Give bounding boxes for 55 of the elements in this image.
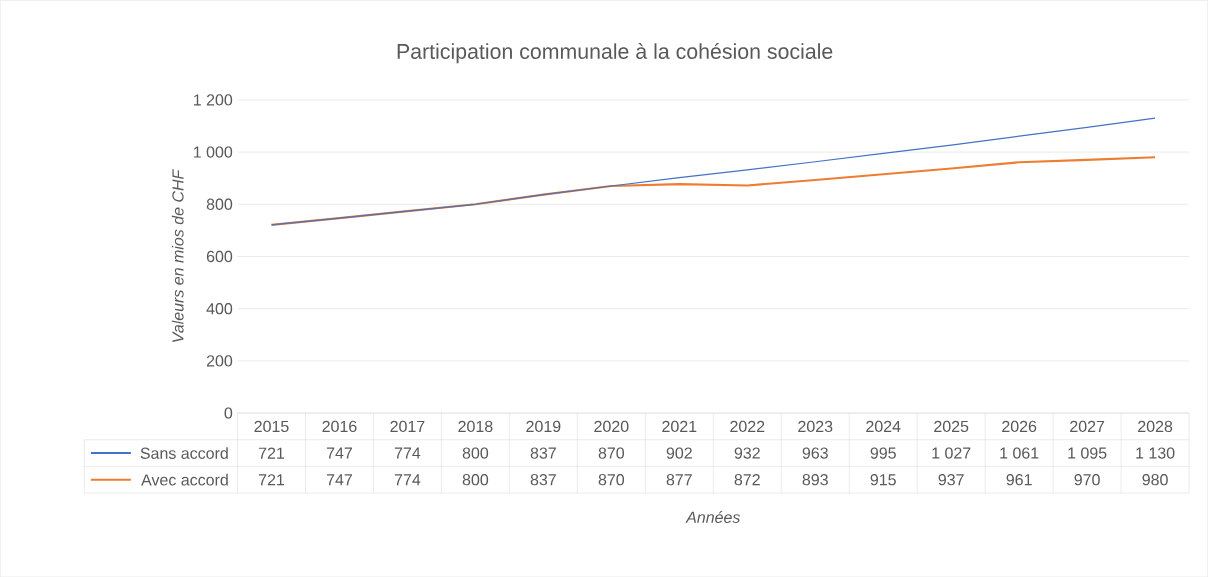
x-tick-label: 2023 bbox=[798, 420, 833, 432]
data-label: 1 095 bbox=[1068, 447, 1107, 459]
x-tick-label: 2016 bbox=[322, 420, 357, 432]
data-label: 902 bbox=[666, 447, 692, 459]
data-label: 721 bbox=[258, 447, 285, 459]
data-label: 970 bbox=[1074, 473, 1100, 486]
data-label: 937 bbox=[938, 473, 964, 486]
data-label: 721 bbox=[258, 474, 285, 486]
data-label: 1 027 bbox=[932, 447, 971, 459]
data-label: 747 bbox=[326, 474, 352, 486]
x-tick-label: 2018 bbox=[458, 420, 493, 432]
y-tick-label: 1 000 bbox=[193, 146, 233, 158]
x-tick-label: 2022 bbox=[730, 420, 765, 432]
data-label: 837 bbox=[530, 473, 556, 486]
data-label: 800 bbox=[462, 447, 489, 459]
data-label: 870 bbox=[598, 473, 625, 486]
data-label: 800 bbox=[462, 473, 489, 486]
data-label: 915 bbox=[870, 473, 896, 486]
data-label: 837 bbox=[530, 447, 556, 459]
data-label: 980 bbox=[1142, 473, 1168, 486]
x-tick-label: 2025 bbox=[934, 420, 969, 432]
data-label: 1 061 bbox=[1000, 447, 1039, 459]
x-tick-label: 2026 bbox=[1002, 420, 1037, 432]
x-tick-label: 2015 bbox=[254, 420, 289, 432]
y-tick-label: 800 bbox=[206, 198, 233, 210]
data-label: 747 bbox=[326, 447, 352, 459]
data-label: 872 bbox=[734, 473, 760, 486]
legend-label: Avec accord bbox=[141, 473, 228, 486]
data-label: 1 130 bbox=[1136, 447, 1175, 459]
x-tick-label: 2027 bbox=[1070, 420, 1105, 432]
x-tick-label: 2019 bbox=[526, 420, 561, 432]
x-tick-label: 2028 bbox=[1138, 420, 1173, 432]
x-tick-label: 2021 bbox=[662, 420, 697, 432]
data-label: 995 bbox=[870, 447, 896, 459]
data-label: 877 bbox=[666, 473, 692, 486]
y-tick-label: 0 bbox=[224, 407, 233, 419]
y-tick-label: 200 bbox=[206, 355, 233, 367]
data-label: 961 bbox=[1006, 473, 1032, 486]
x-tick-label: 2020 bbox=[594, 420, 629, 432]
data-label: 963 bbox=[802, 447, 828, 459]
data-label: 893 bbox=[802, 473, 828, 486]
data-label: 870 bbox=[598, 447, 625, 459]
y-tick-label: 600 bbox=[206, 250, 233, 262]
y-tick-label: 1 200 bbox=[193, 94, 233, 106]
y-tick-label: 400 bbox=[206, 302, 233, 315]
y-axis-title: Valeurs en mios de CHF bbox=[171, 168, 184, 342]
x-tick-label: 2017 bbox=[390, 420, 425, 432]
line-series bbox=[270, 117, 1156, 226]
data-label: 774 bbox=[394, 447, 421, 459]
x-axis-title: Années bbox=[685, 510, 741, 523]
data-label: 932 bbox=[734, 447, 760, 459]
legend-label: Sans accord bbox=[140, 447, 228, 459]
x-tick-label: 2024 bbox=[866, 420, 901, 432]
data-label: 774 bbox=[394, 474, 421, 486]
chart-title: Participation communale à la cohésion sociale bbox=[397, 42, 833, 64]
